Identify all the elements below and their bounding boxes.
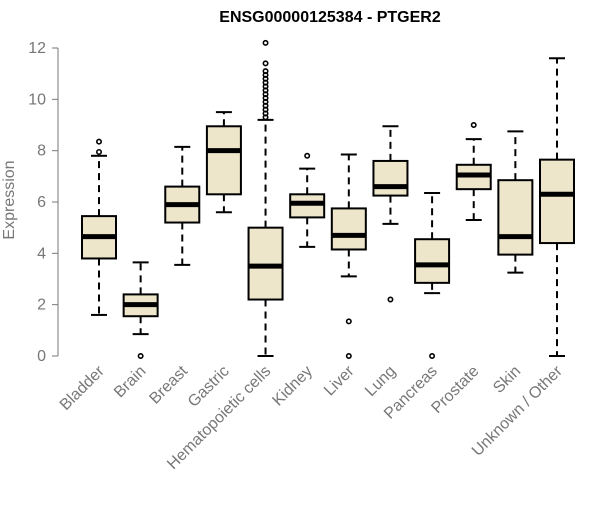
outlier-point	[137, 352, 144, 359]
x-tick-label: Bladder	[57, 362, 108, 413]
y-tick-label: 12	[28, 40, 46, 57]
box-bladder	[81, 138, 117, 316]
outlier-point	[470, 122, 477, 129]
box-iqr	[205, 125, 242, 196]
outlier-point	[345, 318, 352, 325]
y-tick-label: 2	[37, 297, 46, 314]
box-iqr	[289, 193, 326, 219]
y-axis-title: Expression	[1, 160, 18, 239]
box-gastric	[205, 111, 242, 214]
outlier-point	[429, 352, 436, 359]
box-iqr	[372, 159, 409, 197]
outlier-point	[96, 138, 103, 145]
y-tick-label: 4	[37, 245, 46, 262]
outlier-point	[262, 68, 269, 75]
box-iqr	[247, 226, 284, 301]
chart-title: ENSG00000125384 - PTGER2	[219, 9, 441, 26]
y-tick-label: 0	[37, 348, 46, 365]
box-hematopoietic-cells	[247, 39, 284, 357]
x-tick-label: Breast	[146, 362, 191, 407]
outlier-point	[262, 39, 269, 46]
box-lung	[372, 125, 409, 303]
box-prostate	[455, 122, 492, 221]
outlier-point	[304, 152, 311, 159]
y-tick-label: 8	[37, 143, 46, 160]
x-tick-label: Brain	[111, 363, 149, 401]
box-kidney	[289, 152, 326, 248]
box-iqr	[414, 238, 451, 284]
box-skin	[497, 130, 534, 274]
box-iqr	[539, 158, 575, 245]
box-iqr	[497, 179, 534, 256]
boxes-group	[81, 39, 575, 359]
box-liver	[330, 153, 367, 359]
y-tick-label: 10	[28, 91, 46, 108]
y-axis: 0 2 4 6 8 10 12	[28, 40, 59, 365]
box-brain	[122, 261, 159, 359]
outlier-point	[96, 148, 103, 155]
x-tick-label: Liver	[321, 362, 358, 399]
outlier-point	[262, 60, 269, 67]
box-breast	[164, 145, 201, 266]
y-tick-label: 6	[37, 194, 46, 211]
outlier-point	[387, 296, 394, 303]
box-pancreas	[414, 192, 451, 359]
box-unknown-other	[539, 57, 575, 357]
x-tick-label: Skin	[490, 363, 524, 397]
x-tick-label: Lung	[362, 363, 399, 400]
outlier-point	[345, 352, 352, 359]
box-iqr	[330, 207, 367, 251]
x-tick-label: Kidney	[269, 363, 316, 410]
